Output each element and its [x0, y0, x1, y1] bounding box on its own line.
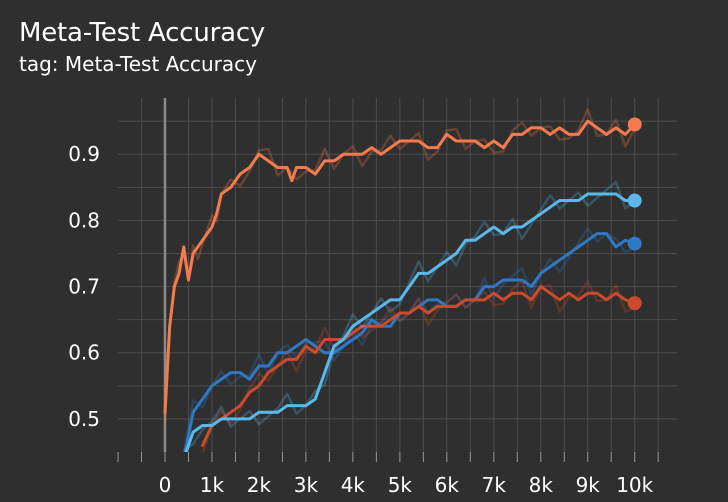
y-tick-label: 0.5 — [68, 407, 100, 431]
series-line — [184, 192, 637, 452]
y-tick-labels: 0.5 0.6 0.7 0.8 0.9 — [68, 142, 100, 431]
series-line — [183, 232, 637, 452]
chart-title: Meta-Test Accuracy — [19, 18, 266, 48]
y-tick-label: 0.6 — [68, 341, 100, 365]
y-tick-label: 0.8 — [68, 208, 100, 232]
x-tick-label: 5k — [388, 473, 413, 497]
grid — [118, 98, 677, 452]
y-tick-label: 0.9 — [68, 142, 100, 166]
series-raw-line — [201, 280, 636, 452]
series-layer — [163, 107, 637, 452]
series-raw-line — [163, 107, 636, 425]
x-tick-label: 7k — [482, 473, 507, 497]
x-tick-label: 10k — [616, 473, 653, 497]
series-raw-line — [182, 227, 636, 452]
series-line — [201, 285, 637, 447]
x-tick-label: 1k — [200, 473, 225, 497]
series-raw-line — [183, 180, 636, 452]
axes — [117, 98, 659, 462]
x-tick-label: 9k — [576, 473, 601, 497]
y-tick-label: 0.7 — [68, 275, 100, 299]
x-tick-label: 8k — [529, 473, 554, 497]
x-tick-label: 4k — [341, 473, 366, 497]
x-tick-label: 2k — [247, 473, 272, 497]
chart-subtitle: tag: Meta-Test Accuracy — [19, 52, 257, 76]
x-tick-labels: 0 1k 2k 3k 4k 5k 6k 7k 8k 9k 10k — [159, 473, 654, 497]
x-tick-label: 3k — [294, 473, 319, 497]
series-line — [163, 119, 637, 414]
x-tick-label: 0 — [159, 473, 172, 497]
x-tick-label: 6k — [435, 473, 460, 497]
